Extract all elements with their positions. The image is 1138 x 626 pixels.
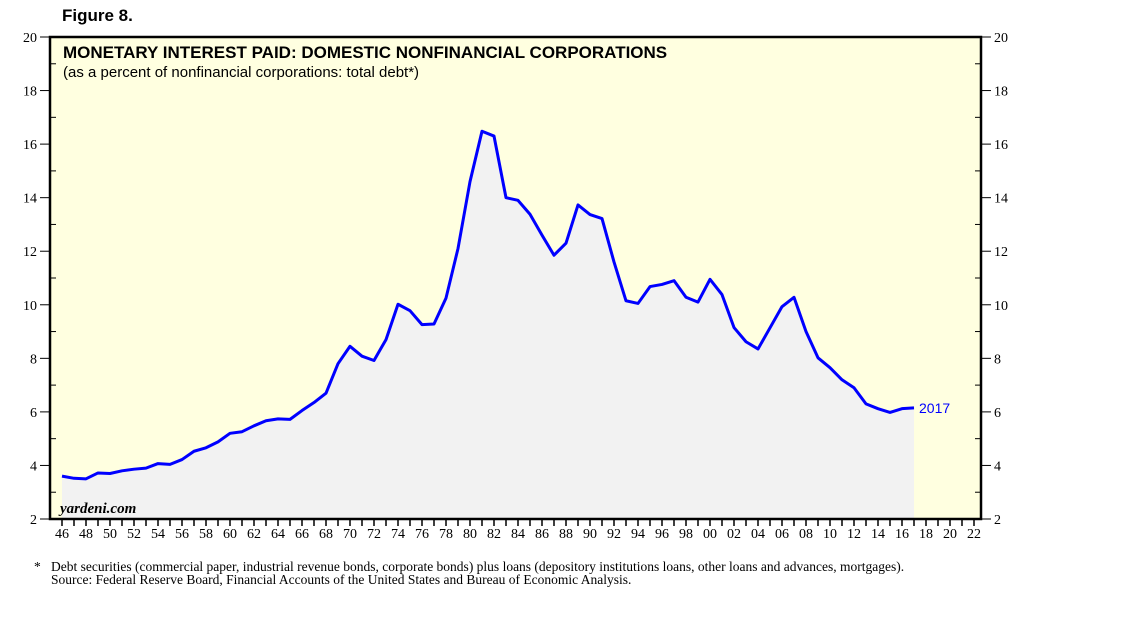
y-tick-label-right: 18 (994, 85, 1008, 100)
x-tick-label: 52 (127, 527, 141, 542)
footnote: Debt securities (commercial paper, indus… (51, 559, 905, 574)
y-tick-label-right: 6 (994, 406, 1001, 421)
y-tick-label-left: 4 (30, 459, 37, 474)
x-tick-label: 78 (439, 527, 453, 542)
plot-frame (48, 35, 983, 521)
series-line (61, 129, 915, 481)
y-tick-label-left: 8 (30, 352, 37, 367)
x-tick-label: 86 (535, 527, 549, 542)
x-tick-label: 10 (823, 527, 837, 542)
y-tick-label-right: 8 (994, 352, 1001, 367)
x-tick-label: 82 (487, 527, 501, 542)
y-tick-label-left: 12 (23, 245, 37, 260)
x-tick-label: 94 (631, 527, 645, 542)
y-tick-label-left: 2 (30, 513, 37, 528)
y-tick-label-left: 16 (23, 138, 37, 153)
y-tick-label-left: 14 (23, 192, 37, 207)
x-tick-label: 06 (775, 527, 789, 542)
x-tick-label: 74 (391, 527, 405, 542)
x-tick-label: 22 (967, 527, 981, 542)
y-tick-label-right: 4 (994, 459, 1001, 474)
x-tick-label: 18 (919, 527, 933, 542)
x-tick-label: 92 (607, 527, 621, 542)
y-tick-label-left: 18 (23, 85, 37, 100)
x-tick-label: 58 (199, 527, 213, 542)
x-tick-label: 84 (511, 527, 525, 542)
x-tick-label: 54 (151, 527, 165, 542)
footnote-marker: * (34, 559, 41, 574)
y-tick-label-right: 16 (994, 138, 1008, 153)
x-tick-label: 20 (943, 527, 957, 542)
source-note: Source: Federal Reserve Board, Financial… (51, 572, 632, 587)
chart-title: MONETARY INTEREST PAID: DOMESTIC NONFINA… (63, 43, 667, 62)
x-tick-label: 64 (271, 527, 285, 542)
x-tick-label: 90 (583, 527, 597, 542)
x-tick-label: 80 (463, 527, 477, 542)
x-tick-label: 56 (175, 527, 189, 542)
x-tick-label: 48 (79, 527, 93, 542)
watermark: yardeni.com (58, 501, 136, 517)
figure-label: Figure 8. (62, 6, 133, 25)
y-tick-label-right: 12 (994, 245, 1008, 260)
x-tick-label: 60 (223, 527, 237, 542)
y-tick-label-right: 2 (994, 513, 1001, 528)
x-tick-label: 68 (319, 527, 333, 542)
chart-subtitle: (as a percent of nonfinancial corporatio… (63, 64, 419, 81)
x-tick-label: 14 (871, 527, 885, 542)
y-tick-label-right: 14 (994, 192, 1008, 207)
x-tick-label: 98 (679, 527, 693, 542)
x-tick-label: 12 (847, 527, 861, 542)
x-tick-label: 50 (103, 527, 117, 542)
x-tick-label: 02 (727, 527, 741, 542)
x-tick-label: 08 (799, 527, 813, 542)
end-label: 2017 (919, 400, 950, 416)
x-tick-label: 96 (655, 527, 669, 542)
footnotes: * Debt securities (commercial paper, ind… (34, 559, 964, 587)
x-tick-label: 00 (703, 527, 717, 542)
x-tick-label: 04 (751, 527, 765, 542)
x-tick-label: 76 (415, 527, 429, 542)
y-tick-label-left: 10 (23, 299, 37, 314)
y-tick-label-left: 6 (30, 406, 37, 421)
x-tick-label: 70 (343, 527, 357, 542)
x-tick-label: 16 (895, 527, 909, 542)
x-tick-label: 72 (367, 527, 381, 542)
x-tick-label: 88 (559, 527, 573, 542)
y-tick-label-left: 20 (23, 31, 37, 46)
y-tick-label-right: 20 (994, 31, 1008, 46)
x-tick-label: 46 (55, 527, 69, 542)
area-fill (62, 131, 914, 519)
x-tick-label: 66 (295, 527, 309, 542)
x-tick-label: 62 (247, 527, 261, 542)
y-tick-label-right: 10 (994, 299, 1008, 314)
